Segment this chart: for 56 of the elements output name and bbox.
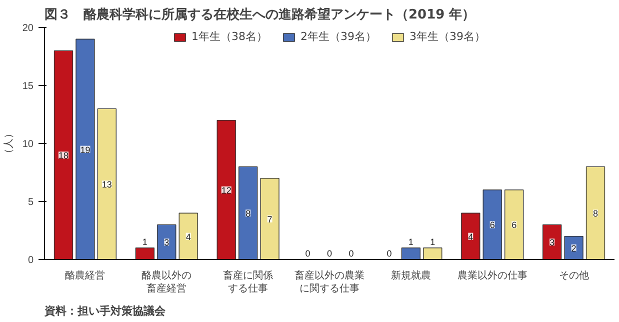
data-label: 7 [267, 214, 272, 224]
bar [135, 248, 155, 260]
y-tick-label: 10 [22, 139, 34, 150]
bar [76, 38, 95, 260]
x-tick-label: 酪農以外の畜産経営 [142, 270, 192, 295]
bar [157, 224, 176, 260]
text: 資料：担い手対策協議会 [44, 304, 166, 318]
legend-label: 1年生（38名） [192, 29, 268, 44]
x-tick-label: 畜産以外の農業に関する仕事 [294, 270, 364, 295]
legend-label: 3年生（39名） [410, 29, 486, 44]
bar [423, 248, 442, 260]
y-axis-title: （人） [3, 128, 14, 158]
x-tick-label: 農業以外の仕事 [457, 270, 528, 282]
data-label: 18 [58, 150, 69, 161]
data-label: 4 [186, 232, 191, 242]
bar [97, 108, 117, 260]
data-label: 0 [326, 248, 332, 259]
data-label: 19 [80, 144, 90, 155]
bar [216, 120, 236, 260]
data-label: 2 [571, 243, 576, 254]
bar [401, 248, 421, 260]
x-tick-label: 畜産に関係する仕事 [223, 270, 274, 295]
chart-title: 図３ 酪農科学科に所属する在校生への進路希望アンケート（2019 年） [44, 6, 476, 22]
data-label: 1 [142, 237, 148, 247]
data-label: 8 [592, 208, 598, 219]
bar [178, 212, 198, 260]
bar [461, 212, 480, 260]
bar [238, 166, 258, 260]
bar [504, 190, 524, 260]
bar [54, 50, 74, 260]
x-tick-label: 酪農経営 [65, 270, 106, 282]
x-tick-label: 新規就農 [390, 270, 431, 282]
data-label: 13 [102, 180, 112, 190]
data-label: 1 [408, 237, 414, 247]
x-tick-label: その他 [558, 270, 589, 282]
data-label: 3 [550, 238, 555, 248]
data-label: 6 [490, 220, 495, 230]
bar [564, 236, 584, 260]
data-label: 6 [512, 220, 517, 230]
y-tick-label: 5 [28, 197, 34, 208]
bar [586, 166, 606, 260]
data-label: 1 [430, 237, 436, 247]
data-label: 3 [164, 238, 170, 248]
bar [260, 178, 280, 260]
data-label: 0 [305, 248, 310, 259]
y-tick-label: 15 [22, 81, 34, 92]
y-tick-label: 0 [28, 255, 34, 266]
data-label: 12 [221, 185, 232, 196]
y-tick-label: 20 [22, 23, 34, 34]
data-label: 4 [468, 232, 474, 242]
data-label: 8 [246, 208, 251, 219]
data-label: 0 [386, 248, 392, 259]
data-label: 0 [348, 248, 354, 259]
bar [482, 190, 502, 260]
bar [542, 224, 562, 260]
legend-label: 2年生（39名） [300, 29, 376, 44]
